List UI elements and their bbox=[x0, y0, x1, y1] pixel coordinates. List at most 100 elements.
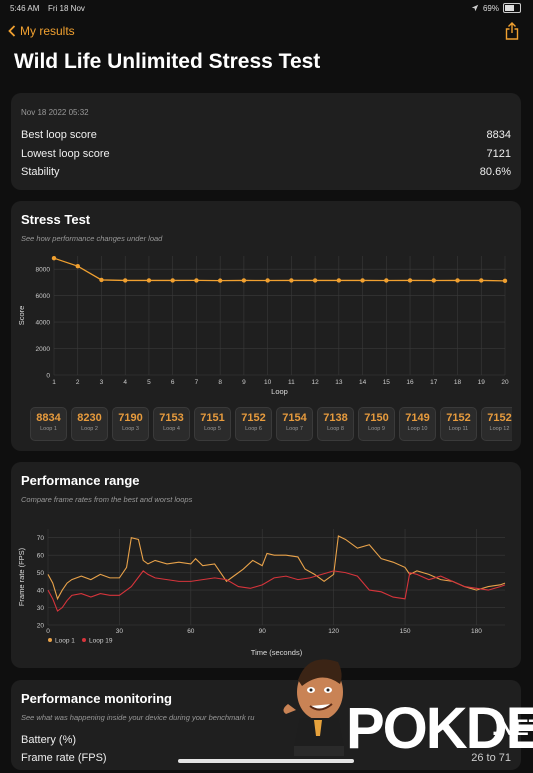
score-point bbox=[146, 278, 152, 283]
score-point bbox=[289, 278, 294, 283]
performance-monitoring-card: Performance monitoring See what was happ… bbox=[11, 680, 521, 770]
fps-series-line bbox=[47, 570, 506, 612]
stress-title: Stress Test bbox=[21, 212, 91, 227]
loop-score-chip[interactable]: 7152 Loop 11 bbox=[440, 407, 477, 441]
x-tick-label: 10 bbox=[264, 379, 272, 386]
y-tick-label: 6000 bbox=[36, 293, 51, 300]
loop-score-value: 7152 bbox=[487, 412, 512, 424]
score-point bbox=[99, 277, 104, 283]
y-tick-label: 60 bbox=[37, 553, 45, 560]
score-point bbox=[241, 278, 247, 283]
summary-label: Best loop score bbox=[21, 129, 97, 141]
monitor-value: 26 to 71 bbox=[471, 752, 511, 764]
summary-label: Lowest loop score bbox=[21, 148, 110, 160]
loop-score-chip[interactable]: 7150 Loop 9 bbox=[358, 407, 395, 441]
monitoring-subtitle: See what was happening inside your devic… bbox=[21, 713, 255, 722]
score-point bbox=[384, 278, 389, 283]
x-tick-label: 17 bbox=[430, 379, 438, 386]
loop-score-chip[interactable]: 7152 Loop 6 bbox=[235, 407, 272, 441]
score-point bbox=[479, 278, 484, 283]
score-point bbox=[455, 278, 460, 283]
back-button[interactable]: My results bbox=[8, 24, 75, 38]
x-tick-label: 19 bbox=[478, 379, 486, 386]
loop-score-value: 8834 bbox=[36, 412, 61, 424]
legend-swatch bbox=[48, 638, 52, 642]
x-tick-label: 60 bbox=[187, 628, 195, 635]
y-tick-label: 70 bbox=[37, 535, 45, 542]
status-bar: 5:46 AM Fri 18 Nov 69% bbox=[0, 0, 533, 16]
monitor-row[interactable]: Battery (%) bbox=[21, 734, 511, 746]
y-tick-label: 50 bbox=[37, 570, 45, 577]
y-axis-label: Frame rate (FPS) bbox=[17, 547, 26, 606]
score-point bbox=[502, 278, 508, 284]
loop-score-chip[interactable]: 7152 Loop 12 bbox=[481, 407, 512, 441]
battery-percent: 69% bbox=[482, 3, 499, 13]
home-indicator[interactable] bbox=[178, 759, 354, 763]
score-point bbox=[265, 278, 270, 283]
stress-test-card: Stress Test See how performance changes … bbox=[11, 201, 521, 451]
loop-score-label: Loop 8 bbox=[327, 426, 344, 432]
monitor-row[interactable]: Frame rate (FPS) 26 to 71 bbox=[21, 752, 511, 764]
summary-row: Lowest loop score 7121 bbox=[21, 148, 511, 160]
loop-score-value: 7149 bbox=[405, 412, 430, 424]
share-icon[interactable] bbox=[505, 22, 519, 40]
loop-score-label: Loop 11 bbox=[448, 426, 469, 432]
x-tick-label: 3 bbox=[100, 379, 104, 386]
loop-score-chip[interactable]: 7190 Loop 3 bbox=[112, 407, 149, 441]
score-point bbox=[407, 278, 413, 283]
legend-swatch bbox=[82, 638, 86, 642]
loop-score-label: Loop 12 bbox=[489, 426, 510, 432]
score-point bbox=[194, 278, 199, 283]
loop-score-chip[interactable]: 8834 Loop 1 bbox=[30, 407, 67, 441]
score-point bbox=[123, 278, 128, 283]
loop-score-label: Loop 3 bbox=[122, 426, 139, 432]
performance-subtitle: Compare frame rates from the best and wo… bbox=[21, 495, 193, 504]
loop-score-list[interactable]: 8834 Loop 1 8230 Loop 2 7190 Loop 3 7153 Loop 4… bbox=[30, 407, 512, 441]
loop-score-chip[interactable]: 7149 Loop 10 bbox=[399, 407, 436, 441]
loop-score-value: 7138 bbox=[323, 412, 348, 424]
x-tick-label: 150 bbox=[400, 628, 411, 635]
y-tick-label: 8000 bbox=[36, 267, 51, 274]
status-date: Fri 18 Nov bbox=[48, 4, 85, 13]
loop-score-value: 7153 bbox=[159, 412, 184, 424]
score-point bbox=[336, 278, 342, 283]
loop-score-chip[interactable]: 8230 Loop 2 bbox=[71, 407, 108, 441]
x-tick-label: 1 bbox=[52, 379, 56, 386]
y-tick-label: 40 bbox=[37, 588, 45, 595]
score-point bbox=[431, 278, 436, 283]
loop-score-value: 7190 bbox=[118, 412, 143, 424]
x-axis-label: Time (seconds) bbox=[251, 648, 303, 657]
summary-value: 8834 bbox=[486, 129, 511, 141]
x-tick-label: 14 bbox=[359, 379, 367, 386]
battery-icon bbox=[503, 3, 521, 13]
loop-score-chip[interactable]: 7151 Loop 5 bbox=[194, 407, 231, 441]
monitor-label: Frame rate (FPS) bbox=[21, 752, 107, 764]
summary-row: Stability 80.6% bbox=[21, 166, 511, 178]
x-tick-label: 4 bbox=[123, 379, 127, 386]
summary-value: 7121 bbox=[486, 148, 511, 160]
loop-score-value: 8230 bbox=[77, 412, 102, 424]
loop-score-value: 7152 bbox=[241, 412, 266, 424]
x-tick-label: 0 bbox=[46, 628, 50, 635]
loop-score-label: Loop 7 bbox=[286, 426, 303, 432]
svg-text:.NET: .NET bbox=[492, 715, 533, 740]
loop-score-label: Loop 9 bbox=[368, 426, 385, 432]
loop-score-value: 7154 bbox=[282, 412, 307, 424]
y-tick-label: 0 bbox=[46, 373, 50, 380]
x-axis-label: Loop bbox=[271, 387, 288, 396]
page-title: Wild Life Unlimited Stress Test bbox=[14, 50, 321, 73]
performance-range-card: Performance range Compare frame rates fr… bbox=[11, 462, 521, 668]
monitor-label: Battery (%) bbox=[21, 734, 77, 746]
x-tick-label: 8 bbox=[218, 379, 222, 386]
x-tick-label: 15 bbox=[383, 379, 391, 386]
x-tick-label: 11 bbox=[288, 379, 295, 386]
loop-score-chip[interactable]: 7154 Loop 7 bbox=[276, 407, 313, 441]
loop-score-chip[interactable]: 7138 Loop 8 bbox=[317, 407, 354, 441]
summary-label: Stability bbox=[21, 166, 60, 178]
chevron-left-icon bbox=[8, 25, 16, 37]
loop-score-chip[interactable]: 7153 Loop 4 bbox=[153, 407, 190, 441]
y-tick-label: 2000 bbox=[36, 346, 51, 353]
y-tick-label: 30 bbox=[37, 605, 45, 612]
score-point bbox=[170, 278, 175, 283]
x-tick-label: 6 bbox=[171, 379, 175, 386]
